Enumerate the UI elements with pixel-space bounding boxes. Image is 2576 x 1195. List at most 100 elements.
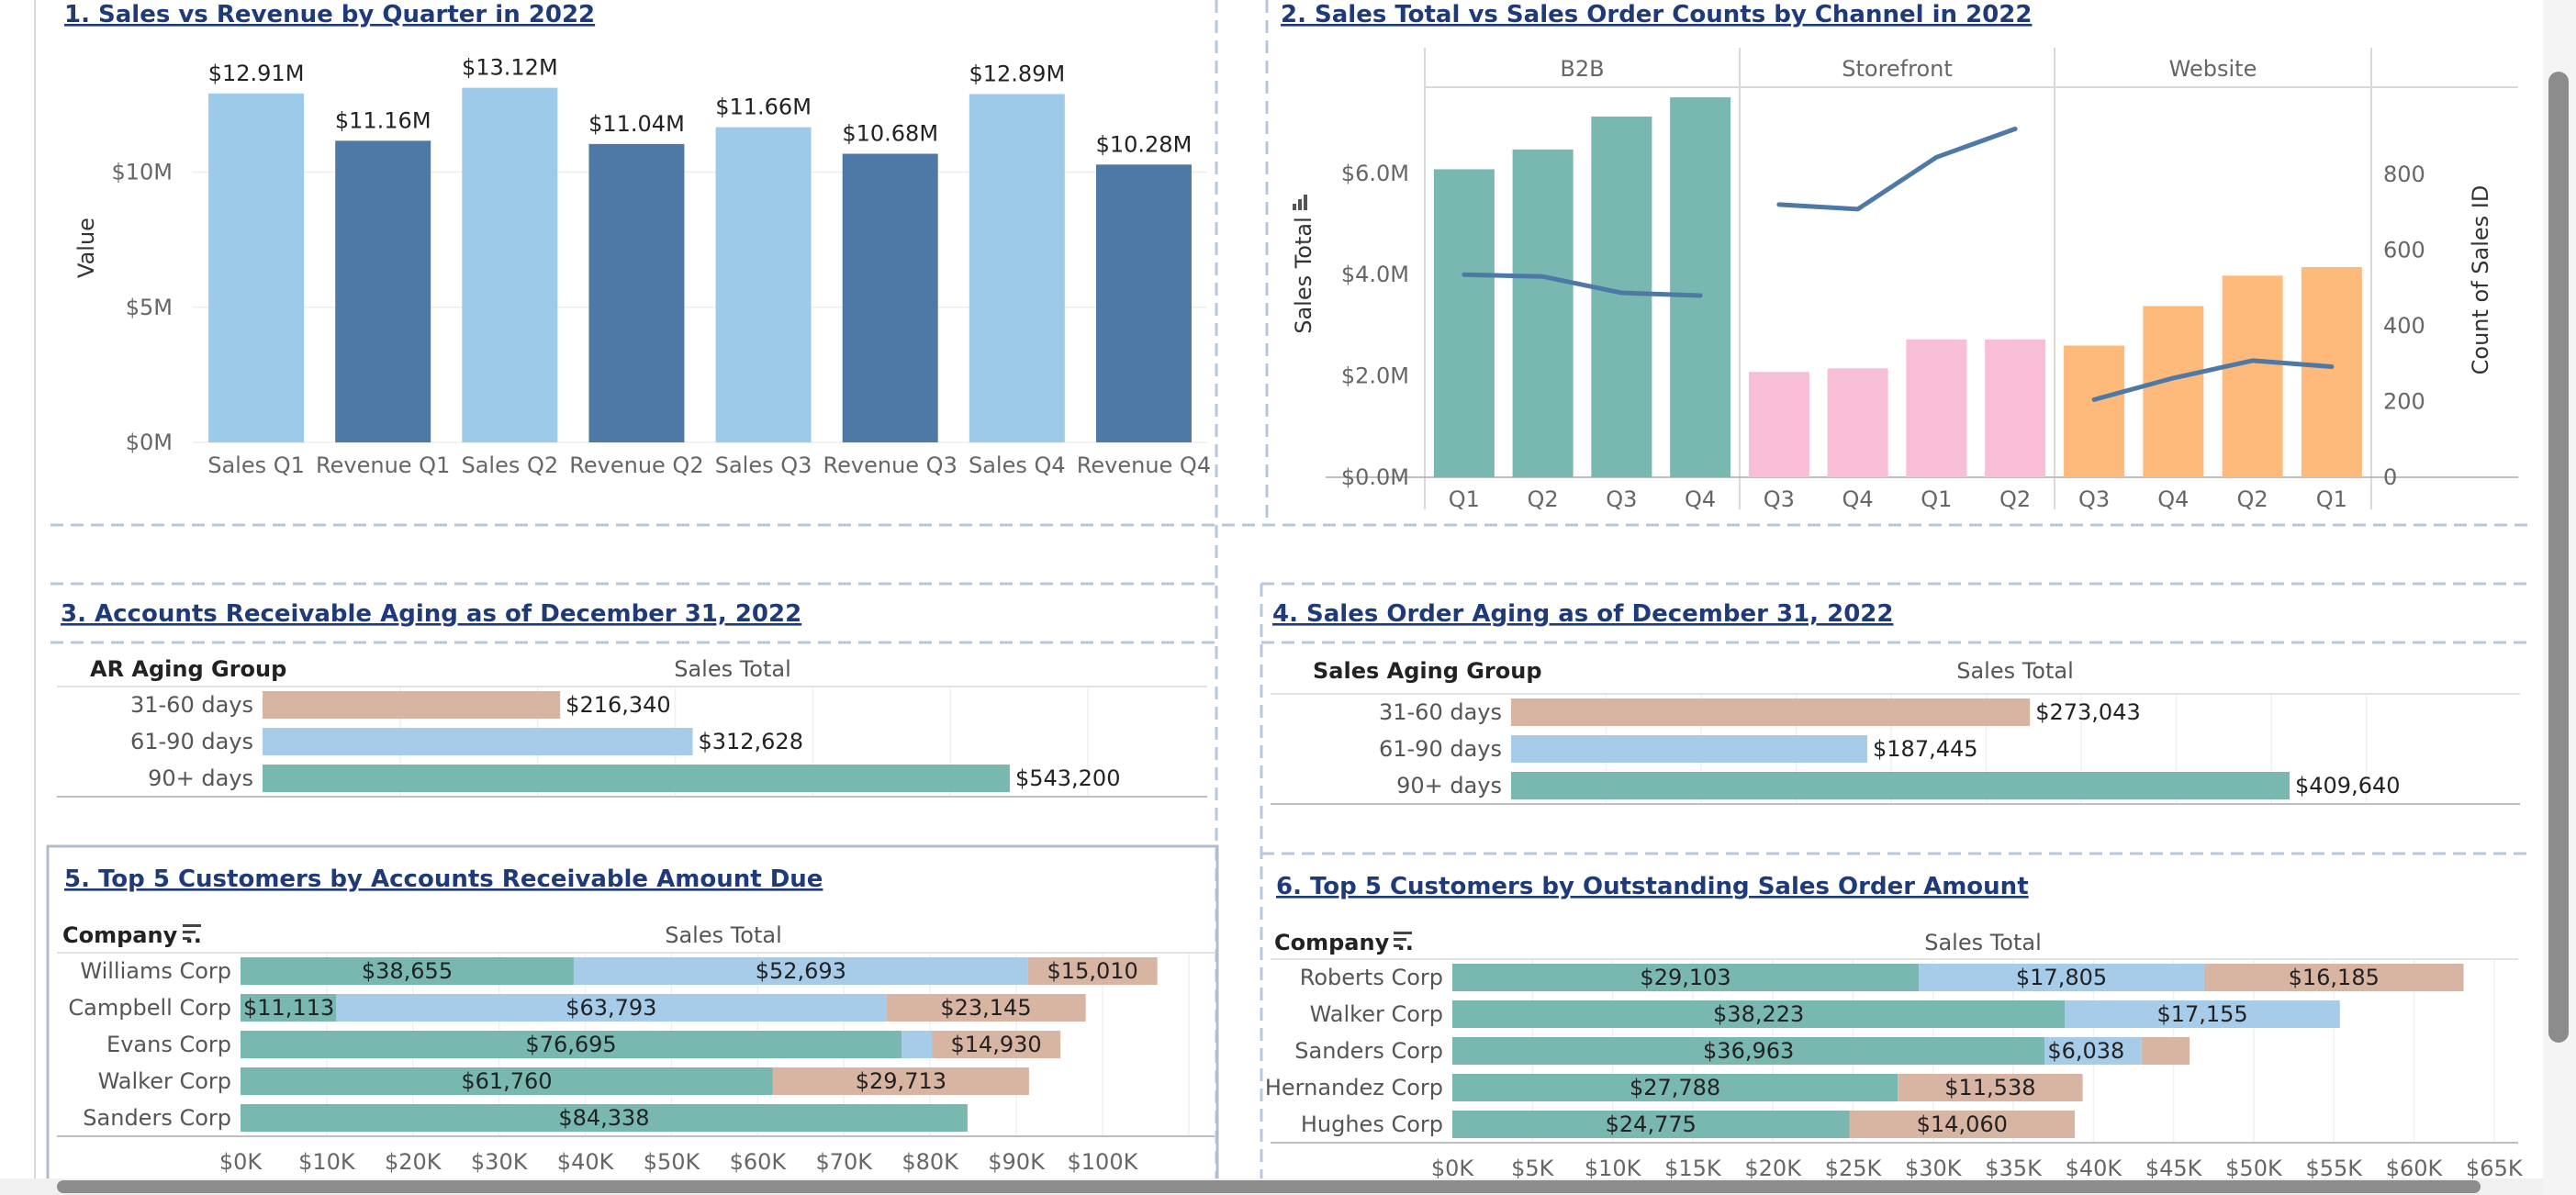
panel2-bar-website-q4 bbox=[2143, 306, 2204, 477]
panel1-x-label: Sales Q1 bbox=[207, 452, 305, 478]
sort-line-1 bbox=[183, 924, 201, 927]
x-tick-label: $45K bbox=[2145, 1156, 2203, 1181]
x-tick-label: $50K bbox=[2225, 1156, 2283, 1181]
x-tick-label: $15K bbox=[1664, 1156, 1722, 1181]
stacked-bar-segment bbox=[1452, 1074, 1898, 1101]
stacked-bar-segment bbox=[2203, 964, 2464, 991]
segment-value-label: $63,793 bbox=[566, 995, 656, 1021]
panel2-y2-tick-label: 400 bbox=[2383, 313, 2425, 339]
x-tick-label: $25K bbox=[1825, 1156, 1883, 1181]
panel2-y-tick-label: $0.0M bbox=[1341, 464, 1409, 490]
sort-line-3 bbox=[183, 937, 190, 940]
panel2-bar-b2b-q2 bbox=[1512, 149, 1574, 477]
panel6-title[interactable]: 6. Top 5 Customers by Outstanding Sales … bbox=[1276, 873, 2029, 900]
panel3-chart: 31-60 days $216,340 61-90 days $312,628 90+ … bbox=[57, 686, 1207, 798]
panel2-bar-storefront-q1 bbox=[1906, 339, 1967, 477]
aging-bar bbox=[263, 765, 1010, 792]
stacked-bar-segment bbox=[772, 1067, 1029, 1095]
stacked-bar-segment bbox=[1452, 1037, 2045, 1065]
panel1-bar-revenue-q4 bbox=[1095, 164, 1192, 442]
panel1-x-label: Sales Q4 bbox=[969, 452, 1066, 478]
panel1-x-label: Revenue Q2 bbox=[569, 452, 703, 478]
stacked-bar-segment bbox=[931, 1031, 1061, 1058]
panel-ar-aging[interactable]: 3. Accounts Receivable Aging as of Decem… bbox=[57, 600, 1207, 798]
panel2-y2-tick-label: 0 bbox=[2383, 464, 2397, 490]
panel2-count-line-b2b bbox=[1462, 272, 1703, 298]
row-label: Walker Corp bbox=[1310, 1001, 1443, 1027]
panel2-title[interactable]: 2. Sales Total vs Sales Order Counts by … bbox=[1281, 1, 2032, 28]
panel-top5-so[interactable]: 6. Top 5 Customers by Outstanding Sales … bbox=[1265, 873, 2524, 1181]
row-label: Evans Corp bbox=[106, 1032, 231, 1057]
panel2-pane-header: Website bbox=[2169, 56, 2257, 82]
stacked-bar-segment bbox=[573, 957, 1028, 985]
vertical-scroll-thumb[interactable] bbox=[2548, 72, 2569, 1043]
horizontal-scroll-thumb[interactable] bbox=[57, 1180, 2481, 1193]
panel3-title[interactable]: 3. Accounts Receivable Aging as of Decem… bbox=[61, 600, 801, 628]
panel1-value-label: $10.28M bbox=[1096, 131, 1193, 157]
panel4-chart: 31-60 days $273,043 61-90 days $187,445 90+ … bbox=[1271, 693, 2520, 805]
panel1-bar-revenue-q3 bbox=[842, 153, 938, 442]
bar-value-label: $273,043 bbox=[2035, 699, 2141, 725]
panel-channel-sales-counts[interactable]: 2. Sales Total vs Sales Order Counts by … bbox=[1281, 1, 2518, 512]
panel2-x-label: Q1 bbox=[1921, 486, 1952, 512]
panel5-measure-header: Sales Total bbox=[665, 922, 782, 948]
segment-value-label: $11,538 bbox=[1944, 1075, 2035, 1100]
panel1-value-label: $10.68M bbox=[842, 120, 938, 146]
panel5-title[interactable]: 5. Top 5 Customers by Accounts Receivabl… bbox=[64, 866, 823, 893]
stacked-bar-segment bbox=[1919, 964, 2204, 991]
x-tick-label: $60K bbox=[730, 1149, 788, 1175]
panel2-y-ticks: $0.0M $2.0M $4.0M $6.0M bbox=[1341, 161, 1409, 490]
panel1-x-label: Revenue Q1 bbox=[316, 452, 450, 478]
panel-top5-ar[interactable]: 5. Top 5 Customers by Accounts Receivabl… bbox=[57, 866, 1215, 1175]
segment-value-label: $61,760 bbox=[461, 1068, 552, 1094]
segment-value-label: $38,655 bbox=[362, 958, 453, 984]
sort-line-1 bbox=[1394, 932, 1412, 934]
panel4-measure-header: Sales Total bbox=[1956, 658, 2074, 684]
panel1-bar-sales-q4 bbox=[969, 94, 1065, 442]
sort-bar-3 bbox=[1304, 195, 1307, 210]
panel1-y-tick-label: $0M bbox=[126, 430, 173, 455]
sort-bars-icon[interactable] bbox=[1293, 195, 1307, 210]
row-label: Campbell Corp bbox=[68, 995, 231, 1021]
row-label: 90+ days bbox=[1396, 773, 1502, 799]
segment-value-label: $27,788 bbox=[1630, 1075, 1720, 1100]
panel-so-aging[interactable]: 4. Sales Order Aging as of December 31, … bbox=[1271, 600, 2520, 805]
segment-value-label: $24,775 bbox=[1606, 1111, 1697, 1137]
stacked-bar-segment bbox=[241, 994, 337, 1022]
sort-descending-icon[interactable] bbox=[183, 924, 201, 940]
x-tick-label: $10K bbox=[298, 1149, 356, 1175]
x-tick-label: $5K bbox=[1511, 1156, 1555, 1181]
panel1-title[interactable]: 1. Sales vs Revenue by Quarter in 2022 bbox=[64, 1, 595, 28]
stacked-bar-segment bbox=[1849, 1111, 2076, 1138]
panel2-count-line-storefront bbox=[1776, 126, 2018, 212]
panel1-bar-revenue-q2 bbox=[588, 143, 685, 442]
panel-sales-vs-revenue[interactable]: 1. Sales vs Revenue by Quarter in 2022 V… bbox=[64, 1, 1211, 478]
segment-value-label: $29,713 bbox=[856, 1068, 946, 1094]
horizontal-scrollbar[interactable] bbox=[0, 1178, 2543, 1195]
panel2-pane-header: Storefront bbox=[1842, 56, 1953, 82]
panel2-y-tick-label: $2.0M bbox=[1341, 363, 1409, 389]
panel2-y2-tick-label: 200 bbox=[2383, 388, 2425, 414]
panel1-x-label: Sales Q2 bbox=[461, 452, 558, 478]
panel4-title[interactable]: 4. Sales Order Aging as of December 31, … bbox=[1272, 600, 1893, 628]
vertical-scrollbar[interactable] bbox=[2543, 0, 2576, 1195]
panel2-x-label: Q2 bbox=[1999, 486, 2031, 512]
sort-descending-icon-2[interactable] bbox=[1394, 932, 1412, 947]
row-label: 31-60 days bbox=[1379, 699, 1502, 725]
row-label: Walker Corp bbox=[98, 1068, 231, 1094]
panel2-x-label: Q3 bbox=[1764, 486, 1795, 512]
row-label: 90+ days bbox=[148, 765, 253, 791]
panel1-value-label: $11.04M bbox=[588, 111, 685, 137]
panel1-value-label: $12.91M bbox=[208, 61, 305, 86]
segment-value-label: $14,060 bbox=[1917, 1111, 2008, 1137]
panel1-x-labels: Sales Q1 Revenue Q1 Sales Q2 Revenue Q2 Sale… bbox=[207, 452, 1211, 478]
panel2-pane-headers: B2B Storefront Website bbox=[1560, 56, 2257, 82]
row-label: Sanders Corp bbox=[83, 1105, 231, 1131]
panel2-bars bbox=[1433, 97, 2362, 477]
panel2-y2-tick-label: 800 bbox=[2383, 162, 2425, 187]
stacked-bar-segment bbox=[1027, 957, 1158, 985]
stacked-bar-segment bbox=[2044, 1037, 2142, 1065]
stacked-bar-segment bbox=[1452, 964, 1920, 991]
stacked-bar-segment bbox=[902, 1031, 932, 1058]
